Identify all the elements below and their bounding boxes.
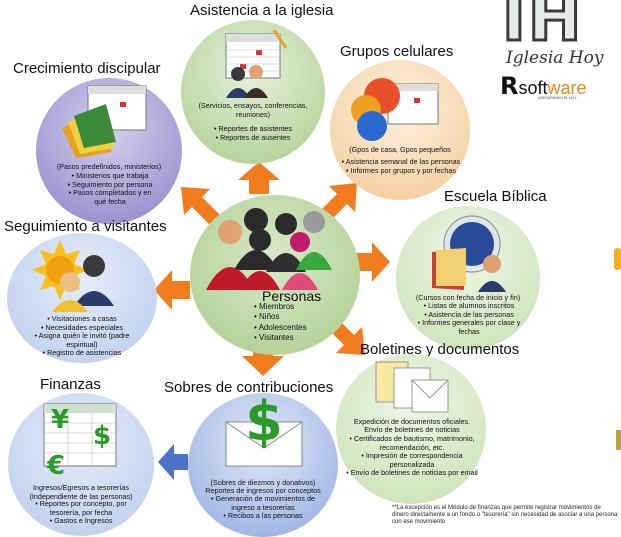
crecimiento-item: Seguimiento por persona	[62, 180, 158, 190]
personas-item: Adolescentes	[254, 323, 334, 333]
envelope-dollar-icon: $	[225, 396, 303, 467]
people-group-icon	[206, 208, 332, 290]
visitor-sun-icon	[32, 240, 114, 312]
boletines-item: Certificados de bautismo, matrimonio, re…	[346, 434, 478, 452]
asistencia-desc: (Servicios, ensayos, conferencias, reuni…	[198, 101, 308, 119]
arrow-left	[154, 270, 190, 310]
footnote: **La excepción es el Módulo de finanzas …	[392, 505, 618, 526]
grupos-list: Asistencia semanal de las personas Infor…	[340, 157, 462, 176]
escuela-title: Escuela Bíblica	[444, 188, 547, 205]
brand-r: R	[500, 72, 519, 100]
boletines-line-1: Expedición de documentos oficiales.	[353, 417, 471, 426]
euro-symbol: €	[46, 451, 65, 478]
asistencia-title: Asistencia a la iglesia	[190, 2, 334, 19]
sobres-item: Generación de movimientos de ingreso a t…	[206, 494, 320, 512]
arrow-up	[238, 162, 280, 194]
personas-item: Miembros	[254, 302, 334, 312]
personas-item: Visitantes	[254, 333, 334, 343]
brand-ware: ware	[547, 78, 587, 98]
documents-icon	[375, 361, 449, 413]
escuela-item: Listas de alumnos inscritos	[410, 301, 528, 311]
logo-ih: IH	[500, 0, 584, 58]
escuela-item: Informes generales por clase y fechas	[410, 318, 528, 336]
globe-book-icon	[432, 215, 506, 292]
seguimiento-list: Visitaciones a casas Necesidades especia…	[22, 314, 142, 358]
calendar-people-icon	[225, 29, 288, 98]
grupos-title: Grupos celulares	[340, 43, 454, 60]
sobres-title: Sobres de contribuciones	[164, 379, 334, 396]
dollar-symbol: $	[245, 396, 283, 453]
finanzas-item: Gastos e Ingresos	[28, 517, 134, 526]
edge-fragment	[614, 248, 621, 270]
crecimiento-title: Crecimiento discipular	[13, 60, 161, 77]
logo-script: Iglesia Hoy	[506, 48, 604, 68]
boletines-title: Boletines y documentos	[360, 341, 520, 358]
seguimiento-item: Registro de asistencias	[22, 349, 142, 358]
balls-calendar-icon	[351, 78, 439, 141]
calendar-books-icon	[62, 85, 147, 158]
personas-list: Miembros Niños Adolescentes Visitantes	[254, 302, 334, 344]
escuela-item: Asistencia de las personas	[410, 310, 528, 320]
asistencia-list: Reportes de asistentes Reportes de ausen…	[196, 124, 310, 143]
grupos-circle	[330, 60, 470, 200]
seguimiento-title: Seguimiento a visitantes	[4, 218, 167, 235]
seguimiento-item: Visitaciones a casas	[22, 314, 142, 324]
sobres-line: Reportes de ingresos por conceptos	[205, 486, 321, 495]
grupos-item: Asistencia semanal de las personas	[340, 157, 462, 167]
escuela-list: Listas de alumnos inscritos Asistencia d…	[410, 301, 528, 336]
personas-title: Personas	[262, 288, 322, 304]
asistencia-item: Reportes de ausentes	[196, 133, 310, 143]
brand-logo: Rsoftware	[500, 72, 587, 100]
boletines-line-2: Envío de boletines de noticias	[364, 425, 460, 434]
crecimiento-item: Pasos completados y en qué fecha	[62, 188, 158, 206]
sobres-item: Recibos a las personas	[206, 512, 320, 521]
seguimiento-item: Asigna quién le invitó (padre espiritual…	[22, 331, 142, 349]
finanzas-title: Finanzas	[40, 376, 101, 393]
boletines-list: Certificados de bautismo, matrimonio, re…	[346, 434, 478, 478]
dollar-symbol: $	[93, 421, 111, 451]
personas-item: Niños	[254, 312, 334, 322]
spreadsheet-currency-icon: ¥ $ €	[43, 403, 117, 478]
arrow-right	[354, 242, 390, 282]
sobres-desc: (Sobres de diezmos y donativos)	[210, 478, 316, 487]
grupos-desc: (Gpos de casa, Gpos pequeños	[349, 145, 451, 154]
crecimiento-item: Ministerios que trabaja	[62, 171, 158, 181]
escuela-desc: (Cursos con fecha de inicio y fin)	[415, 293, 521, 302]
brand-tagline: ASEGURANDO EL HOY	[538, 96, 577, 100]
arrow-left-blue	[158, 444, 188, 480]
grupos-item: Informes por grupos y por fechas	[340, 166, 462, 176]
edge-fragment	[616, 430, 621, 450]
finanzas-desc: Ingresos/Egresos a tesorerías (Independi…	[29, 483, 133, 501]
finanzas-item: Reportes por concepto, por tesorería, po…	[28, 499, 134, 517]
arrow-down	[242, 340, 284, 376]
yen-symbol: ¥	[51, 405, 69, 435]
boletines-item: Impresión de correspondencia personaliza…	[346, 451, 478, 469]
seguimiento-item: Necesidades especiales	[22, 323, 142, 333]
finanzas-list: Reportes por concepto, por tesorería, po…	[28, 499, 134, 526]
logo: IH Iglesia Hoy Rsoftware ASEGURANDO EL H…	[500, 0, 610, 110]
sobres-list: Generación de movimientos de ingreso a t…	[206, 494, 320, 521]
brand-soft: soft	[518, 78, 548, 98]
crecimiento-desc: (Pasos predefinidos, ministerios)	[56, 162, 162, 171]
asistencia-item: Reportes de asistentes	[196, 124, 310, 134]
boletines-item: Envío de boletines de noticias por email	[346, 469, 478, 478]
arrow-up-left	[181, 187, 222, 227]
crecimiento-list: Ministerios que trabaja Seguimiento por …	[62, 171, 158, 206]
